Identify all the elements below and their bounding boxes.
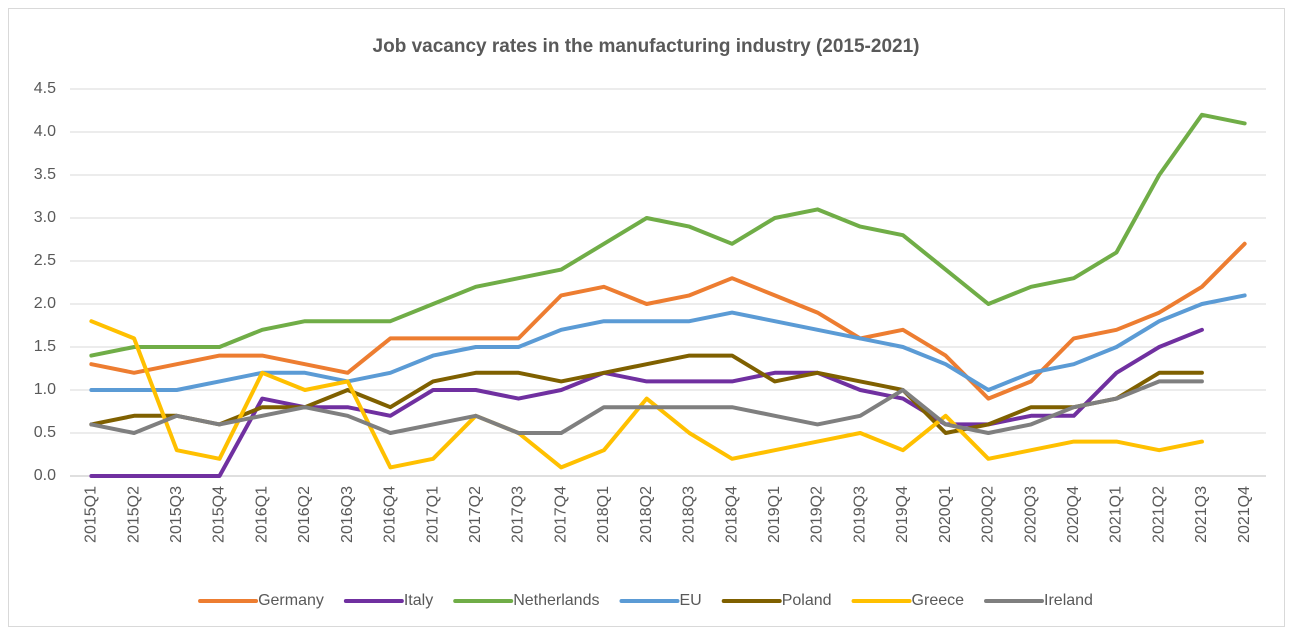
x-tick-label: 2016Q1 <box>253 486 270 543</box>
x-tick-label: 2019Q3 <box>851 486 868 543</box>
legend-label: Germany <box>258 592 324 609</box>
x-tick-label: 2016Q2 <box>296 486 313 543</box>
x-tick-label: 2016Q3 <box>339 486 356 543</box>
x-tick-label: 2015Q4 <box>211 486 228 543</box>
chart-title: Job vacancy rates in the manufacturing i… <box>373 36 920 57</box>
chart-frame <box>8 8 1285 627</box>
y-tick-label: 4.5 <box>34 80 56 97</box>
x-tick-label: 2017Q2 <box>467 486 484 543</box>
legend-label: EU <box>679 592 701 609</box>
legend-label: Netherlands <box>513 592 599 609</box>
x-tick-label: 2020Q3 <box>1022 486 1039 543</box>
x-tick-label: 2015Q2 <box>125 486 142 543</box>
y-tick-label: 0.5 <box>34 424 56 441</box>
series-line <box>89 353 1204 435</box>
y-tick-label: 1.0 <box>34 381 56 398</box>
legend-label: Poland <box>782 592 832 609</box>
x-tick-label: 2018Q3 <box>681 486 698 543</box>
x-tick-label: 2015Q1 <box>83 486 100 543</box>
series-line <box>89 241 1247 401</box>
x-tick-label: 2021Q3 <box>1193 486 1210 543</box>
x-tick-label: 2019Q4 <box>894 486 911 543</box>
x-tick-label: 2018Q4 <box>723 486 740 543</box>
x-tick-label: 2017Q4 <box>552 486 569 543</box>
x-tick-label: 2018Q1 <box>595 486 612 543</box>
legend-label: Ireland <box>1044 592 1093 609</box>
x-tick-label: 2021Q2 <box>1150 486 1167 543</box>
x-tick-label: 2018Q2 <box>638 486 655 543</box>
y-tick-label: 4.0 <box>34 123 56 140</box>
series-line <box>89 379 1204 435</box>
y-tick-label: 1.5 <box>34 338 56 355</box>
y-tick-label: 2.0 <box>34 295 56 312</box>
x-tick-label: 2017Q1 <box>424 486 441 543</box>
series-line <box>89 293 1247 392</box>
x-tick-label: 2016Q4 <box>382 486 399 543</box>
y-tick-label: 0.0 <box>34 467 56 484</box>
x-tick-label: 2019Q1 <box>766 486 783 543</box>
series-line <box>89 112 1247 358</box>
series-line <box>89 327 1204 478</box>
y-tick-label: 3.5 <box>34 166 56 183</box>
y-tick-label: 2.5 <box>34 252 56 269</box>
x-tick-label: 2019Q2 <box>809 486 826 543</box>
x-tick-label: 2015Q3 <box>168 486 185 543</box>
legend-label: Greece <box>912 592 965 609</box>
legend-label: Italy <box>404 592 433 609</box>
y-tick-label: 3.0 <box>34 209 56 226</box>
series-line <box>89 319 1204 470</box>
x-tick-label: 2021Q4 <box>1236 486 1253 543</box>
x-tick-label: 2020Q2 <box>980 486 997 543</box>
x-tick-label: 2020Q4 <box>1065 486 1082 543</box>
x-tick-label: 2021Q1 <box>1108 486 1125 543</box>
x-tick-label: 2020Q1 <box>937 486 954 543</box>
x-tick-label: 2017Q3 <box>510 486 527 543</box>
